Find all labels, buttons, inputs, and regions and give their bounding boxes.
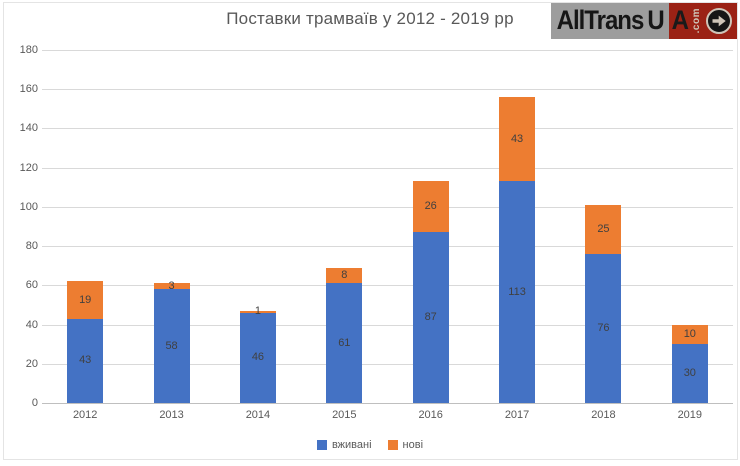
stacked-bar: 43 113: [499, 97, 536, 403]
gridline: [42, 89, 733, 91]
bar-value-label: 1: [254, 305, 261, 318]
y-axis-tick-label: 0: [31, 397, 38, 409]
stacked-bar: 1 46: [239, 306, 276, 403]
logo-left-section: AllTrans U: [550, 3, 669, 39]
bar-segment: 87: [412, 232, 449, 403]
x-axis-label: 2017: [504, 409, 530, 421]
legend-swatch: [387, 440, 398, 450]
plot-area: 19 43 3 58 1 46 8 61 26 87 43 113 25 76 10 30: [42, 50, 733, 404]
stacked-bar: 26 87: [412, 181, 449, 403]
bar-group: 1 46: [215, 50, 301, 403]
y-axis-tick-label: 160: [19, 83, 38, 96]
y-axis-tick-label: 60: [25, 279, 38, 292]
gridline: [42, 50, 733, 51]
x-axis-label: 2015: [332, 409, 357, 421]
bar-value-label: 58: [165, 339, 178, 352]
gridline: [42, 363, 733, 365]
stacked-bar: 8 61: [326, 267, 363, 403]
stacked-bar: 10 30: [671, 324, 708, 403]
legend-item: нові: [387, 439, 424, 451]
alltransua-logo[interactable]: AllTrans U A .com: [550, 3, 737, 39]
bar-value-label: 8: [341, 269, 348, 282]
legend-label: нові: [402, 439, 424, 451]
y-axis-tick-label: 120: [19, 161, 38, 174]
logo-right-section: A .com: [668, 3, 737, 39]
gridline: [42, 206, 733, 208]
bar-segment: 25: [585, 204, 622, 254]
y-axis-tick-label: 180: [19, 44, 38, 56]
x-axis-label: 2012: [72, 409, 98, 421]
x-axis-label: 2018: [591, 409, 616, 421]
bar-segment: 8: [326, 267, 363, 284]
legend: вживані нові: [0, 439, 740, 451]
gridline: [42, 285, 733, 287]
bar-value-label: 19: [79, 293, 92, 306]
bar-segment: 30: [671, 344, 708, 403]
arrow-right-circle-icon: [706, 8, 732, 34]
legend-label: вживані: [331, 439, 372, 451]
bar-segment: 113: [499, 181, 536, 403]
bar-group: 3 58: [128, 50, 214, 403]
bar-value-label: 26: [424, 200, 437, 213]
bar-value-label: 76: [597, 321, 610, 334]
legend-swatch: [316, 440, 327, 450]
gridline: [42, 246, 733, 248]
bar-group: 19 43: [42, 50, 128, 403]
bar-segment: 43: [499, 97, 536, 182]
bar-segment: 26: [412, 181, 449, 233]
bar-value-label: 43: [79, 354, 92, 367]
logo-text-com: .com: [691, 8, 702, 34]
stacked-bar: 19 43: [67, 281, 104, 403]
bar-segment: 10: [671, 324, 708, 345]
bar-segment: 3: [153, 279, 190, 292]
bar-value-label: 61: [338, 336, 351, 349]
y-axis-tick-label: 100: [19, 200, 38, 213]
x-axis-label: 2016: [418, 409, 443, 421]
bar-value-label: 87: [424, 311, 437, 324]
bar-group: 8 61: [301, 50, 387, 403]
bar-segment: 76: [585, 253, 622, 403]
stacked-bar: 25 76: [585, 204, 622, 403]
bar-value-label: 25: [597, 222, 610, 235]
x-axis-label: 2013: [159, 409, 184, 421]
bar-segment: 61: [326, 283, 363, 403]
y-axis: 0 20 40 60 80 100 120 140 160 180: [6, 44, 38, 409]
gridline: [42, 167, 733, 169]
bar-value-label: 30: [683, 367, 696, 380]
bar-group: 26 87: [388, 50, 474, 403]
bar-value-label: 10: [683, 327, 696, 340]
stacked-bar: 3 58: [153, 279, 190, 403]
chart-title: Поставки трамваїв у 2012 - 2019 рр: [226, 9, 514, 28]
x-axis: 2012 2013 2014 2015 2016 2017 2018 2019: [42, 409, 733, 421]
y-axis-tick-label: 40: [25, 318, 38, 331]
bar-segment: 58: [153, 289, 190, 403]
y-axis-tick-label: 20: [25, 357, 38, 370]
y-axis-tick-label: 80: [25, 240, 38, 253]
logo-text-a: A: [671, 5, 689, 36]
x-axis-label: 2019: [677, 409, 703, 421]
bar-group: 10 30: [647, 50, 733, 403]
logo-text-u: U: [647, 5, 664, 36]
bar-group: 43 113: [474, 50, 560, 403]
bar-value-label: 46: [251, 351, 265, 364]
x-axis-line: [42, 403, 733, 404]
legend-item: вживані: [316, 439, 372, 451]
x-axis-label: 2014: [245, 409, 271, 421]
bar-segment: 1: [239, 306, 276, 317]
bar-value-label: 43: [510, 132, 524, 145]
bar-value-label: 3: [168, 279, 175, 292]
gridline: [42, 324, 733, 326]
bar-group: 25 76: [560, 50, 646, 403]
bar-segment: 46: [239, 312, 276, 403]
bar-segment: 43: [67, 318, 104, 403]
gridline: [42, 128, 733, 130]
y-axis-tick-label: 140: [19, 122, 38, 135]
bar-value-label: 113: [508, 285, 526, 298]
logo-text-alltrans: AllTrans U: [556, 5, 665, 36]
bar-segment: 19: [67, 281, 104, 319]
